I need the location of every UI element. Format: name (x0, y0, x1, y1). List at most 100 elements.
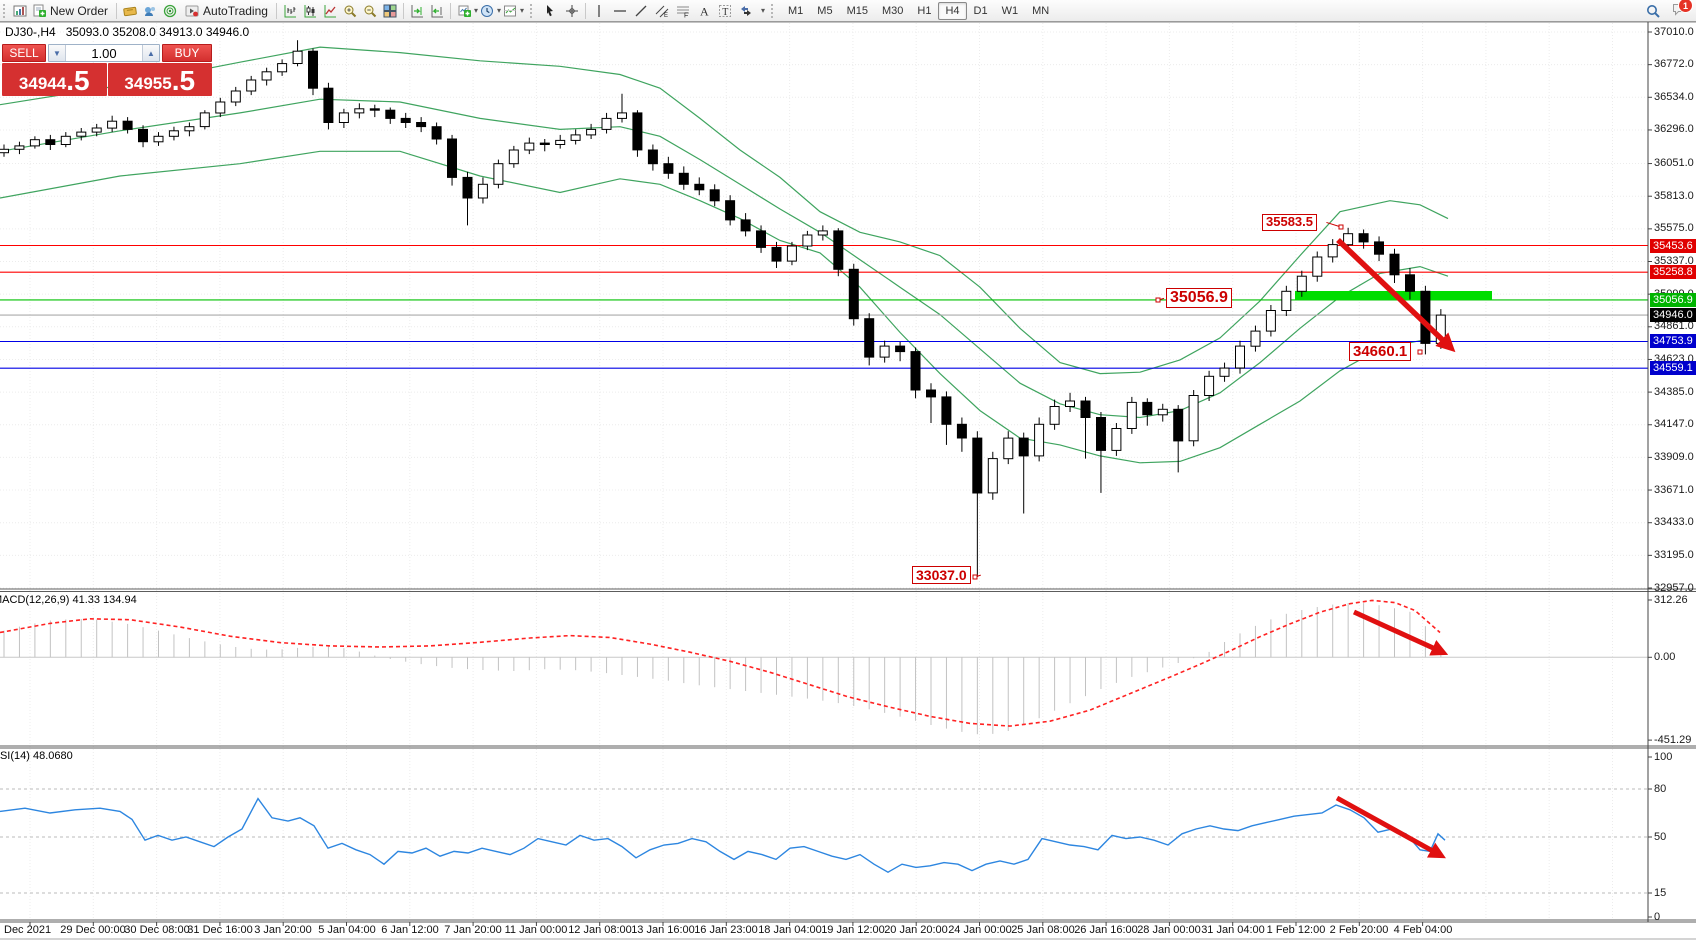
price-tick-label: 34861.0 (1654, 320, 1694, 332)
volume-input[interactable]: 1.00 (91, 45, 117, 61)
autotrading-icon (185, 4, 199, 18)
shapes-dropdown[interactable]: ▾ (761, 6, 766, 15)
candlestick-icon[interactable] (303, 4, 317, 18)
date-axis-label: 31 Dec 16:00 (187, 924, 253, 936)
auto-scroll-icon[interactable] (410, 4, 424, 18)
candle-19 (292, 50, 303, 65)
volume-spinner: ▼ 1.00 ▲ (48, 44, 160, 62)
vline-icon[interactable] (592, 4, 606, 18)
candle-26 (400, 117, 411, 124)
hline-icon[interactable] (613, 4, 627, 18)
macd-axis-label: 0.00 (1654, 651, 1676, 663)
macd-axis-label: 312.26 (1654, 594, 1688, 606)
new-chart-dropdown[interactable]: ▾ (473, 6, 478, 15)
macd-signal-line (0, 599, 1441, 727)
chart-shift-icon[interactable] (430, 4, 444, 18)
templates-icon[interactable] (503, 4, 517, 18)
templates-dropdown[interactable]: ▾ (519, 6, 524, 15)
new-chart-icon[interactable] (457, 4, 471, 18)
line-chart-icon[interactable] (323, 4, 337, 18)
ticket-icon[interactable] (123, 4, 137, 18)
zoom-out-icon[interactable] (363, 4, 377, 18)
buy-button[interactable]: BUY (162, 44, 212, 62)
svg-text:E: E (664, 13, 668, 18)
text-icon[interactable]: A (697, 4, 711, 18)
candle-74 (1142, 401, 1153, 416)
timeframe-h1-button[interactable]: H1 (917, 4, 932, 17)
chart-info-line: DJ30-,H4 35093.0 35208.0 34913.0 34946.0 (5, 25, 249, 39)
timeframe-m1-button[interactable]: M1 (788, 4, 804, 17)
buy-price-main: 34955 (124, 74, 172, 93)
notification-badge: 1 (1678, 0, 1693, 13)
periods-dropdown[interactable]: ▾ (496, 6, 501, 15)
trend-arrow-main[interactable] (1336, 238, 1456, 353)
buy-price-display[interactable]: 34955 .5 (107, 63, 212, 96)
price-tick-label: 37010.0 (1654, 26, 1694, 38)
timeframe-w1-button[interactable]: W1 (1001, 4, 1019, 17)
timeframe-mn-button[interactable]: MN (1032, 4, 1050, 17)
price-callout-35583.5[interactable]: 35583.5 (1262, 214, 1317, 231)
timeframe-m5-button[interactable]: M5 (817, 4, 833, 17)
zoom-in-icon[interactable] (343, 4, 357, 18)
toolbar-grip[interactable] (771, 3, 778, 18)
candle-63 (972, 437, 983, 494)
cursor-icon[interactable] (543, 4, 557, 18)
toolbar-separator (275, 2, 277, 19)
candle-66 (1018, 437, 1029, 457)
search-icon[interactable] (1646, 4, 1660, 18)
candle-45 (694, 183, 705, 191)
autotrading-button[interactable]: AutoTrading (180, 2, 273, 20)
price-tick-label: 33195.0 (1654, 549, 1694, 561)
trend-arrow-macd[interactable] (1352, 609, 1449, 656)
bollinger-middle[interactable] (0, 98, 1449, 419)
candle-22 (338, 112, 349, 124)
sell-button[interactable]: SELL (2, 44, 46, 62)
community-icon[interactable] (143, 4, 157, 18)
timeframe-d1-button[interactable]: D1 (973, 4, 988, 17)
price-callout-35056.9[interactable]: 35056.9 (1166, 288, 1232, 309)
new-order-button[interactable]: New Order (27, 2, 113, 20)
signals-icon[interactable] (163, 4, 177, 18)
candle-65 (1003, 437, 1014, 460)
rsi-axis-label: 50 (1654, 831, 1667, 843)
trendline-icon[interactable] (634, 4, 648, 18)
volume-increase-button[interactable]: ▲ (142, 45, 159, 61)
volume-decrease-button[interactable]: ▼ (49, 45, 66, 61)
candle-47 (725, 200, 736, 221)
candle-55 (848, 268, 859, 320)
candle-85 (1312, 256, 1323, 277)
candle-50 (771, 246, 782, 262)
toolbar-grip[interactable] (3, 3, 10, 18)
candle-34 (524, 142, 535, 151)
trend-arrow-rsi[interactable] (1335, 795, 1446, 859)
price-callout-33037.0[interactable]: 33037.0 (912, 566, 971, 585)
candle-75 (1157, 408, 1168, 416)
channel-icon[interactable]: E (655, 4, 669, 19)
chart-window-icon[interactable] (13, 4, 27, 18)
chat-button[interactable]: 1 (1672, 0, 1693, 19)
bollinger-upper[interactable] (0, 46, 1449, 375)
bar-chart-icon[interactable] (283, 4, 297, 18)
candle-90 (1389, 253, 1400, 276)
candle-40 (617, 112, 627, 119)
shapes-icon[interactable] (739, 4, 753, 18)
timeframe-m15-button[interactable]: M15 (846, 4, 868, 17)
candle-20 (308, 50, 318, 89)
price-callout-34660.1[interactable]: 34660.1 (1349, 342, 1412, 362)
candle-71 (1096, 417, 1106, 451)
date-axis-label: 31 Jan 04:00 (1201, 924, 1265, 936)
toolbar-grip[interactable] (530, 3, 537, 18)
price-marker-34946.0: 34946.0 (1650, 308, 1696, 322)
fibonacci-icon[interactable]: F (676, 4, 690, 19)
timeframe-h4-button[interactable]: H4 (938, 1, 967, 20)
periods-icon[interactable] (480, 4, 494, 18)
candle-46 (709, 189, 720, 202)
text-label-icon[interactable]: T (718, 4, 732, 18)
tile-windows-icon[interactable] (383, 4, 397, 18)
crosshair-icon[interactable] (565, 4, 579, 18)
sell-price-display[interactable]: 34944 .5 (2, 63, 107, 96)
candle-1 (14, 145, 25, 150)
timeframe-m30-button[interactable]: M30 (881, 4, 904, 17)
candle-89 (1374, 241, 1384, 255)
